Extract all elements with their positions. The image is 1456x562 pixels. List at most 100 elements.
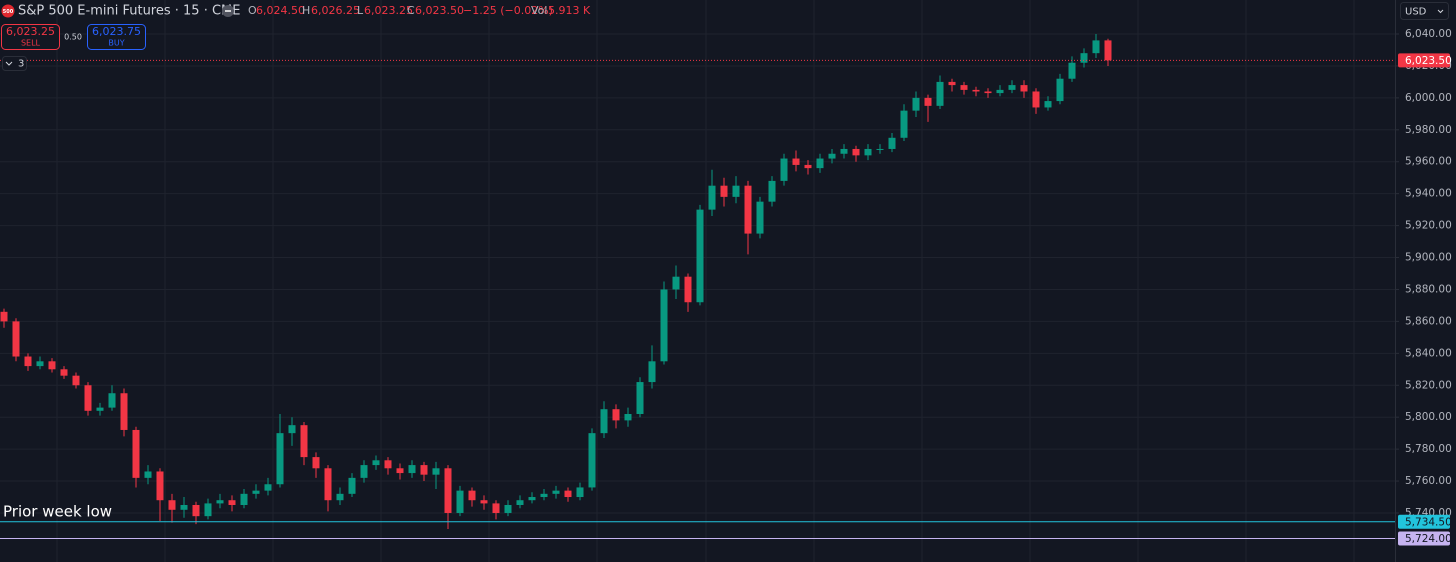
candle-body bbox=[396, 468, 404, 474]
y-tick-label: 5,840.00 bbox=[1405, 347, 1452, 359]
candle-body bbox=[348, 477, 356, 494]
low-label: L bbox=[357, 4, 364, 17]
y-tick-label: 5,940.00 bbox=[1405, 188, 1452, 200]
candle-body bbox=[684, 276, 692, 303]
candle-body bbox=[612, 409, 620, 421]
candle-body bbox=[816, 158, 824, 169]
volume-value: 5.913 K bbox=[548, 4, 591, 17]
buy-price[interactable]: 6,023.75 bbox=[92, 25, 141, 38]
candle-body bbox=[972, 89, 980, 92]
candle-body bbox=[756, 201, 764, 234]
sell-button[interactable] bbox=[1, 24, 60, 50]
candle-body bbox=[480, 500, 488, 504]
y-tick-label: 5,760.00 bbox=[1405, 475, 1452, 487]
price-label: 6,023.50 bbox=[1405, 55, 1452, 67]
candle-body bbox=[588, 433, 596, 488]
candle-body bbox=[996, 89, 1004, 94]
currency[interactable]: USD bbox=[1405, 7, 1427, 18]
candles bbox=[0, 34, 1112, 529]
symbol: S&P 500 E-mini Futures · 15 · CME bbox=[18, 4, 241, 19]
candle-body bbox=[648, 361, 656, 383]
candle-body bbox=[852, 148, 860, 156]
candle-body bbox=[192, 505, 200, 517]
candle-body bbox=[336, 493, 344, 501]
candle-body bbox=[96, 407, 104, 411]
candle-body bbox=[48, 361, 56, 370]
candle-body bbox=[576, 487, 584, 498]
candle-body bbox=[1008, 85, 1016, 90]
buy-label[interactable]: BUY bbox=[108, 39, 124, 48]
candle-body bbox=[516, 500, 524, 506]
candle-body bbox=[372, 460, 380, 466]
candle-body bbox=[936, 81, 944, 106]
sell-label[interactable]: SELL bbox=[21, 39, 41, 48]
horizontal-grid bbox=[0, 33, 1395, 514]
volume-label: Vol bbox=[531, 4, 547, 17]
candle-body bbox=[36, 361, 44, 367]
open-label: O bbox=[248, 4, 257, 17]
candle-body bbox=[792, 158, 800, 165]
candle-body bbox=[264, 484, 272, 491]
price-label-bg bbox=[1398, 53, 1450, 68]
candle-body bbox=[780, 158, 788, 181]
y-tick-label: 6,040.00 bbox=[1405, 28, 1452, 40]
y-tick-label: 5,860.00 bbox=[1405, 315, 1452, 327]
spread: 0.50 bbox=[64, 33, 82, 42]
y-tick-label: 6,000.00 bbox=[1405, 92, 1452, 104]
open-value: 6,024.50 bbox=[256, 4, 305, 17]
indicator-count[interactable]: 3 bbox=[18, 59, 24, 70]
candle-body bbox=[1020, 85, 1028, 92]
candle-body bbox=[0, 311, 8, 322]
candle-body bbox=[720, 185, 728, 197]
candle-body bbox=[744, 185, 752, 234]
close-value: 6,023.50 bbox=[415, 4, 464, 17]
candle-body bbox=[168, 500, 176, 510]
candle-body bbox=[768, 180, 776, 202]
candle-body bbox=[360, 465, 368, 478]
y-tick-label: 5,800.00 bbox=[1405, 411, 1452, 423]
candle-body bbox=[492, 503, 500, 513]
candle-body bbox=[984, 91, 992, 94]
candle-body bbox=[12, 321, 20, 357]
candle-body bbox=[252, 490, 260, 494]
currency-select[interactable] bbox=[1400, 2, 1449, 20]
candle-body bbox=[288, 425, 296, 434]
low-value: 6,023.25 bbox=[364, 4, 413, 17]
candle-body bbox=[960, 85, 968, 90]
candle-body bbox=[864, 148, 872, 156]
candle-body bbox=[240, 493, 248, 506]
y-tick-label: 5,780.00 bbox=[1405, 443, 1452, 455]
candle-body bbox=[876, 148, 884, 150]
candle-body bbox=[156, 471, 164, 501]
change: −1.25 (−0.02%) bbox=[463, 4, 553, 17]
candle-body bbox=[216, 500, 224, 504]
sell-price[interactable]: 6,023.25 bbox=[6, 25, 55, 38]
close-label: C bbox=[407, 4, 415, 17]
price-lines bbox=[0, 59, 1395, 540]
candle-body bbox=[1092, 40, 1100, 54]
candle-body bbox=[1044, 101, 1052, 108]
logo-text: 500 bbox=[3, 9, 14, 15]
vertical-grid bbox=[56, 0, 1355, 562]
candle-body bbox=[312, 457, 320, 469]
candle-body bbox=[432, 468, 440, 475]
candle-body bbox=[108, 393, 116, 408]
candle-body bbox=[228, 500, 236, 506]
candle-body bbox=[840, 148, 848, 154]
buy-button[interactable] bbox=[87, 24, 146, 50]
candle-body bbox=[552, 490, 560, 494]
candle-body bbox=[60, 369, 68, 376]
candle-body bbox=[672, 276, 680, 290]
annotation: Prior week low bbox=[3, 503, 112, 521]
indicators-toggle[interactable] bbox=[2, 56, 27, 71]
currency-chevron bbox=[1437, 9, 1444, 14]
candle-body bbox=[804, 164, 812, 169]
y-tick-label: 5,980.00 bbox=[1405, 124, 1452, 136]
candle-body bbox=[204, 503, 212, 517]
candle-body bbox=[144, 471, 152, 478]
candle-body bbox=[636, 382, 644, 414]
candle-body bbox=[132, 429, 140, 478]
high-value: 6,026.25 bbox=[311, 4, 360, 17]
